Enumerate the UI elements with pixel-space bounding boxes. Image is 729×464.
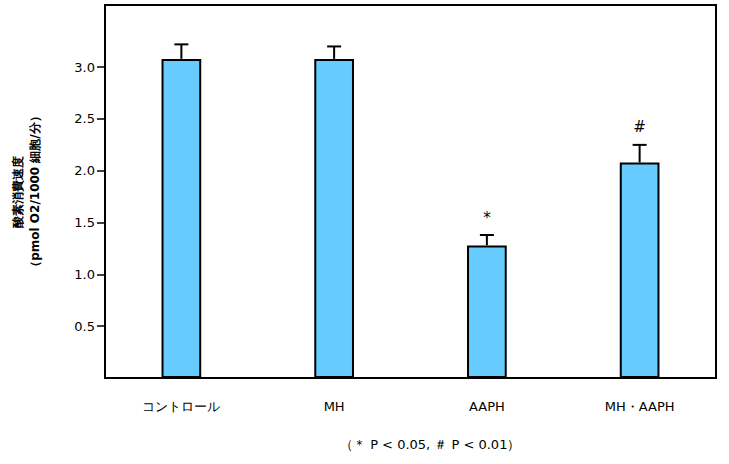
- svg-text:1.0: 1.0: [74, 267, 95, 282]
- svg-text:#: #: [633, 118, 646, 136]
- svg-text:AAPH: AAPH: [469, 399, 505, 414]
- svg-text:（pmol O2/1000 細胞/分）: （pmol O2/1000 細胞/分）: [28, 110, 42, 273]
- svg-text:酸素消費速度: 酸素消費速度: [11, 156, 25, 228]
- svg-text:3.0: 3.0: [74, 60, 95, 75]
- svg-text:*: *: [483, 209, 491, 227]
- svg-text:MH: MH: [324, 399, 345, 414]
- svg-text:コントロール: コントロール: [142, 399, 220, 414]
- svg-text:1.5: 1.5: [74, 215, 95, 230]
- svg-text:（＊ P < 0.05, ＃ P < 0.01）: （＊ P < 0.05, ＃ P < 0.01）: [340, 437, 520, 452]
- svg-text:2.0: 2.0: [74, 163, 95, 178]
- svg-text:MH・AAPH: MH・AAPH: [605, 399, 675, 414]
- svg-text:2.5: 2.5: [74, 111, 95, 126]
- svg-text:0.5: 0.5: [74, 319, 95, 334]
